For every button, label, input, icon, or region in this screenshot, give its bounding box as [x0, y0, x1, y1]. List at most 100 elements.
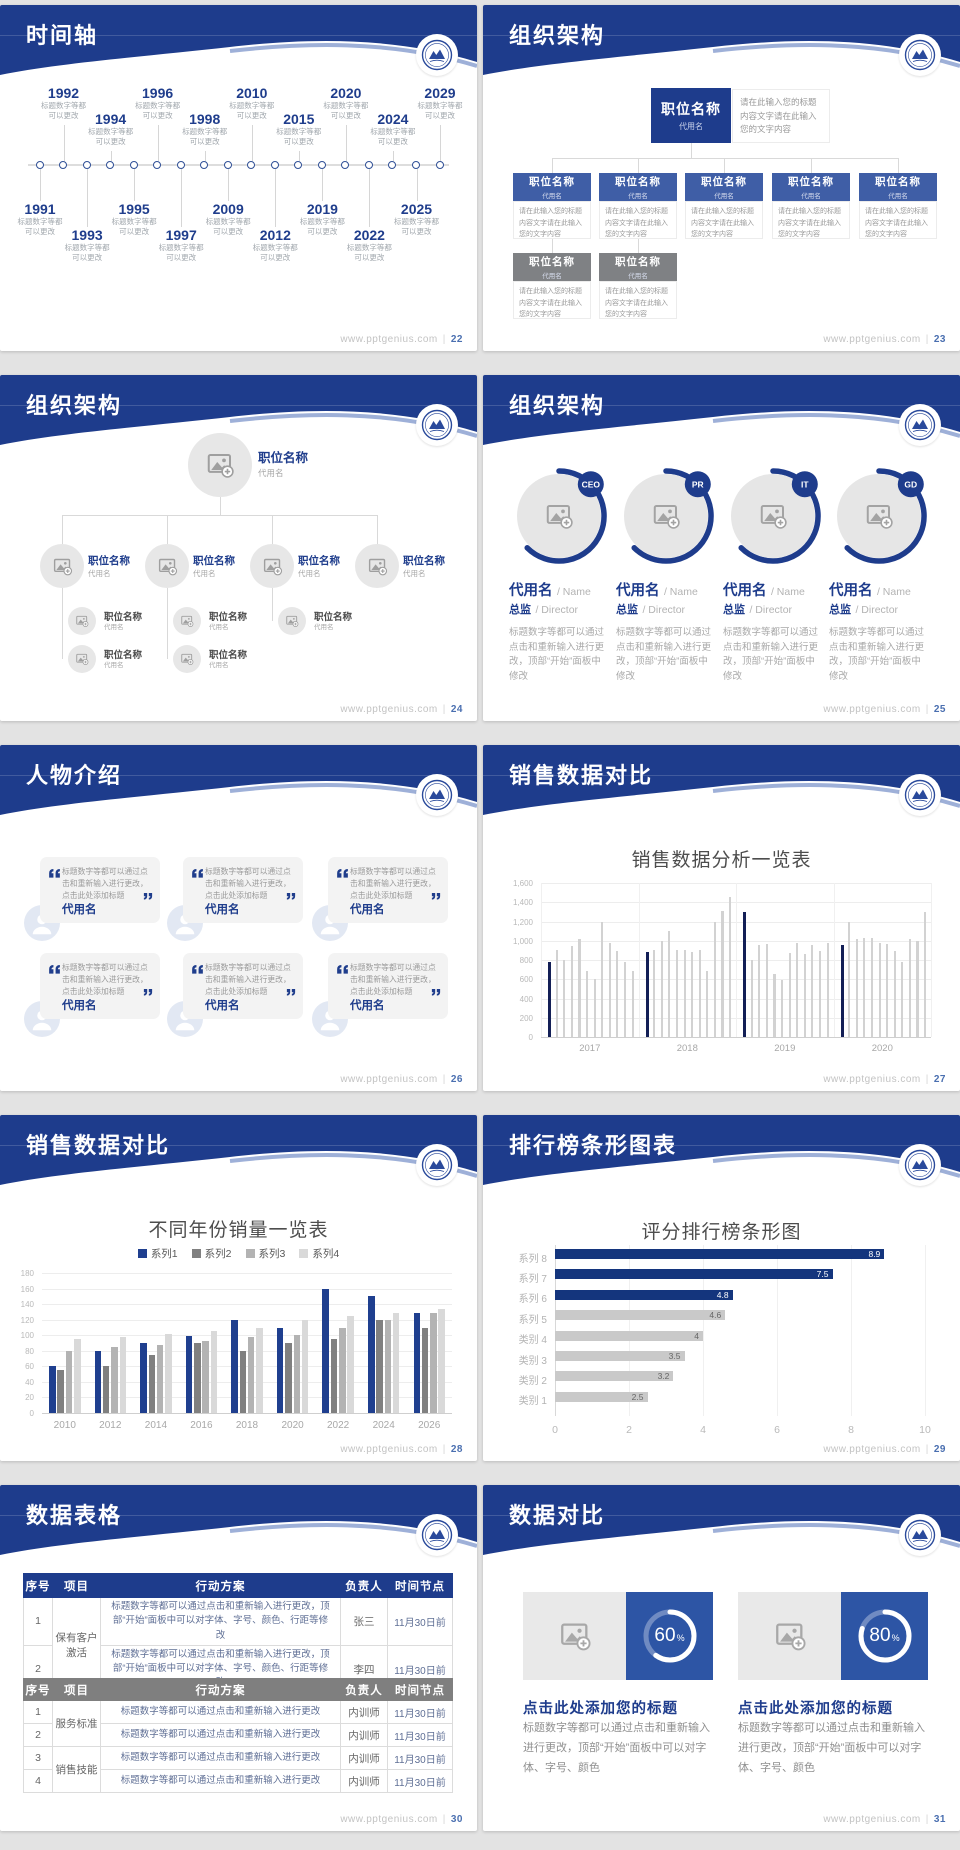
timeline-year: 1996 — [142, 85, 174, 101]
legend-swatch — [299, 1249, 309, 1258]
position-name: 职位名称 — [88, 555, 130, 567]
image-placeholder-icon — [653, 505, 680, 529]
cell-owner: 内训师 — [340, 1700, 388, 1724]
bar — [368, 1296, 375, 1413]
timeline-caption: 标题数字等都 — [394, 217, 439, 226]
timeline-connector — [204, 151, 206, 161]
y-axis-tick: 600 — [519, 975, 533, 985]
timeline-node-dot — [294, 160, 303, 169]
percent-panel: 60% — [626, 1592, 713, 1680]
close-quote-icon — [286, 887, 296, 905]
bar — [202, 1341, 209, 1413]
org-child-node: 职位名称 代用名 — [859, 173, 937, 201]
position-alias: 代用名 — [888, 193, 908, 200]
bar — [102, 1366, 110, 1413]
gridline-vertical — [703, 1245, 704, 1417]
timeline-event: 1995 标题数字等都 可以更改 — [100, 201, 168, 237]
timeline-caption: 标题数字等都 — [299, 217, 345, 226]
table-header-cell: 时间节点 — [387, 1573, 453, 1598]
person-name-en: / Name — [556, 586, 591, 598]
slide-title: 组织架构 — [509, 23, 606, 48]
table-header-cell: 行动方案 — [100, 1573, 341, 1598]
bar — [870, 937, 874, 1037]
bar — [347, 1315, 354, 1413]
cell-deadline: 11月30日前 — [387, 1723, 453, 1747]
timeline-connector — [369, 169, 371, 227]
timeline-event: 2019 标题数字等都 可以更改 — [288, 201, 356, 237]
bar-highlight — [548, 961, 551, 1037]
role-profile: CEO 代用名 / Name 总监 / Director 标题数字等都可以通过点… — [509, 466, 609, 685]
x-axis-tick: 2018 — [676, 1043, 698, 1054]
org-connector — [62, 588, 63, 659]
person-description: 标题数字等都可以通过点击和重新输入进行更改，顶部“开始”面板中修改 — [829, 627, 925, 683]
bar-value-label: 4 — [694, 1330, 699, 1341]
timeline-event: 2012 标题数字等都 可以更改 — [241, 227, 309, 263]
role-profile: IT 代用名 / Name 总监 / Director 标题数字等都可以通过点击… — [723, 466, 823, 685]
timeline-event: 1992 标题数字等都 可以更改 — [30, 85, 98, 121]
timeline-caption: 可以更改 — [425, 111, 455, 120]
gridline-horizontal — [42, 1273, 452, 1274]
position-alias: 代用名 — [209, 624, 229, 631]
timeline-caption: 标题数字等都 — [417, 101, 463, 110]
footer-page-number: 25 — [933, 704, 946, 715]
x-axis-tick: 2 — [626, 1424, 632, 1437]
timeline-node-dot — [247, 160, 256, 169]
timeline-year: 1997 — [165, 227, 197, 243]
x-axis-tick: 2019 — [774, 1043, 796, 1054]
bar — [247, 1336, 255, 1413]
bar — [668, 931, 671, 1037]
gridline-vertical — [638, 883, 640, 1037]
y-axis-tick: 0 — [29, 1409, 34, 1418]
person-role: 总监 — [616, 604, 638, 616]
bar-value-label: 7.5 — [816, 1269, 829, 1280]
timeline-node-dot — [153, 160, 162, 169]
slide-31-data-compare: 数据对比 www.pptgenius.com | 31 60% 点击此处添加您的标题… — [483, 1485, 960, 1831]
cell-action: 标题数字等都可以通过点击和重新输入进行更改 — [100, 1700, 341, 1724]
person-name-en: / Name — [770, 586, 805, 598]
bar-value-label: 8.9 — [868, 1249, 881, 1259]
open-quote-icon — [336, 865, 349, 883]
open-quote-icon — [336, 961, 349, 979]
bar — [185, 1336, 193, 1413]
position-name: 职位名称 — [529, 256, 575, 268]
role-photo-circle: IT — [731, 468, 821, 564]
timeline-node-dot — [106, 160, 115, 169]
org-root-photo — [188, 433, 252, 497]
header-divider — [0, 405, 477, 406]
bar — [555, 1391, 648, 1402]
table-header-cell: 序号 — [23, 1678, 53, 1701]
slide-29-ranking-bar-chart: 排行榜条形图表 www.pptgenius.com | 29 评分排行榜条形图 0 2 4… — [483, 1115, 960, 1461]
slide-grid: 时间轴 www.pptgenius.com | 22 1991 标题数字等都 可以更改 … — [0, 5, 960, 1831]
bar — [675, 950, 679, 1037]
timeline-caption: 标题数字等都 — [370, 127, 416, 136]
close-quote-icon — [431, 887, 441, 905]
image-placeholder-icon — [286, 615, 299, 627]
footer-separator: | — [442, 1074, 446, 1085]
position-alias: 代用名 — [542, 193, 562, 200]
quote-icon — [49, 869, 60, 878]
org-sub-photo — [278, 607, 306, 635]
school-logo-icon — [416, 404, 458, 446]
person-name-en: / Name — [663, 586, 698, 598]
position-alias: 代用名 — [542, 273, 562, 280]
timeline-event: 1993 标题数字等都 可以更改 — [53, 227, 121, 263]
slide-title: 排行榜条形图表 — [509, 1133, 678, 1158]
slide-footer: www.pptgenius.com | 25 — [823, 704, 946, 715]
image-placeholder-icon — [546, 505, 573, 529]
position-name: 职位名称 — [788, 176, 834, 188]
person-description: 标题数字等都可以通过点击和重新输入进行更改，顶部“开始”面板中修改 — [616, 627, 712, 683]
bar — [729, 897, 732, 1037]
timeline-connector — [134, 169, 136, 201]
bar — [683, 950, 686, 1037]
bar — [691, 952, 694, 1037]
timeline-event: 2020 标题数字等都 可以更改 — [312, 85, 380, 121]
bar — [276, 1328, 284, 1413]
cell-project: 服务标准 — [52, 1700, 101, 1747]
person-role-en: / Director — [855, 604, 899, 616]
table-header-row: 序号 项目 行动方案 负责人 时间节点 — [23, 1678, 453, 1701]
person-description: 标题数字等都可以通过点击和重新输入进行更改，顶部“开始”面板中修改 — [723, 627, 819, 683]
role-photo-circle: GD — [837, 468, 927, 564]
bar — [765, 943, 768, 1037]
bar — [285, 1343, 292, 1413]
person-quote-card: 标题数字等都可以通过点击和重新输入进行更改，点击此处添加标题 代用名 — [40, 953, 160, 1019]
